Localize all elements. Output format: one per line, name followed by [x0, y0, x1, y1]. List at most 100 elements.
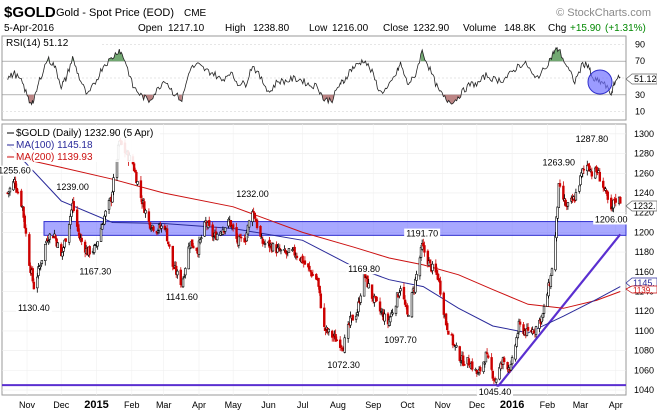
x-tick-label: Feb — [124, 400, 140, 410]
x-tick-label: Mar — [156, 400, 172, 410]
y-tick-label: 1080 — [634, 346, 654, 356]
candle-body — [406, 305, 409, 315]
candle-body — [259, 225, 262, 237]
candle-body — [476, 372, 480, 375]
candle-body — [231, 224, 235, 229]
candle-body — [423, 245, 426, 253]
candle-body — [487, 355, 490, 358]
ohlc-close: 1232.90 — [413, 23, 450, 34]
candle-body — [28, 234, 31, 266]
rsi-label-bg — [4, 37, 102, 48]
candle-body — [391, 312, 394, 315]
candle-body — [354, 315, 358, 320]
candle-body — [291, 249, 294, 251]
candle-body — [253, 212, 256, 219]
legend-bg — [4, 126, 160, 162]
rsi-overbought-fill — [549, 47, 563, 62]
candle-body — [8, 187, 12, 193]
candle-body — [562, 185, 565, 200]
candle-body — [442, 292, 446, 315]
annotation-bg — [404, 228, 441, 239]
candle-body — [542, 306, 546, 314]
candle-body — [609, 197, 613, 210]
y-tick-label: 1120 — [635, 306, 654, 316]
candle-body — [323, 307, 326, 327]
candle-body — [211, 224, 214, 238]
legend-ma200: MA(200) 1139.93 — [16, 152, 93, 163]
rsi-oversold-fill — [322, 94, 334, 103]
chg-label: Chg — [548, 23, 566, 34]
candle-body — [132, 163, 136, 172]
watermark: © StockCharts.com — [556, 7, 651, 19]
candle-body — [165, 228, 169, 242]
candle-body — [589, 169, 592, 172]
candle-body — [452, 344, 456, 346]
candle-body — [606, 191, 609, 200]
symbol-title: $GOLD — [4, 4, 56, 21]
candle-body — [359, 295, 362, 303]
candle-body — [418, 257, 422, 277]
rsi-panel: RSI(14) 51.12 9070503010 51.12 — [1, 35, 657, 121]
candle-body — [45, 240, 48, 244]
candle-body — [590, 171, 594, 177]
price-annotation: 1239.00 — [56, 182, 89, 192]
price-frame — [1, 123, 627, 396]
x-tick-label: Oct — [400, 400, 415, 410]
price-annotation: 1255.60 — [0, 166, 31, 176]
rsi-tick-label: 90 — [635, 39, 645, 49]
y-tick-label: 1200 — [634, 227, 654, 237]
candle-body — [399, 288, 402, 292]
price-annotation: 1097.70 — [384, 335, 417, 345]
candle-body — [78, 232, 81, 239]
x-tick-label: Nov — [435, 400, 452, 410]
candle-body — [367, 283, 370, 289]
candle-body — [327, 328, 331, 333]
candle-body — [251, 211, 254, 222]
price-legend: $GOLD (Daily) 1232.90 (5 Apr) MA(100) 11… — [4, 126, 160, 163]
price-annotation: 1232.00 — [236, 189, 269, 199]
candle-body — [479, 367, 482, 372]
candle-body — [156, 230, 160, 233]
candle-body — [455, 345, 458, 348]
annotation-bg — [54, 181, 91, 192]
candle-body — [115, 159, 119, 178]
candle-body — [61, 252, 64, 257]
candle-body — [598, 171, 602, 182]
candle-body — [32, 281, 36, 290]
candle-body — [80, 237, 83, 242]
x-tick-label: Jul — [297, 400, 309, 410]
rsi-tick-label: 10 — [635, 107, 645, 117]
candle-body — [200, 237, 203, 239]
legend-ma100: MA(100) 1145.18 — [16, 140, 93, 151]
price-annotation: 1130.40 — [18, 303, 50, 313]
candle-body — [471, 361, 474, 370]
candle-body — [139, 180, 143, 198]
candle-body — [111, 191, 114, 203]
x-tick-label: Aug — [330, 400, 346, 410]
candle-body — [181, 278, 185, 288]
header-date: 5-Apr-2016 — [4, 23, 54, 34]
candle-body — [526, 326, 530, 331]
candle-body — [357, 301, 360, 313]
candle-body — [566, 202, 570, 207]
candle-body — [619, 196, 622, 204]
price-annotation: 1141.60 — [166, 292, 198, 302]
candle-body — [415, 273, 418, 281]
candle-body — [549, 275, 553, 287]
candle-body — [534, 326, 538, 335]
trend-line — [494, 233, 622, 391]
ma200-tag-text: 1139. — [633, 286, 652, 295]
close-price-tag — [625, 200, 657, 212]
y-tick-label: 1220 — [634, 208, 654, 218]
candle-body — [515, 337, 518, 347]
rsi-oversold-fill — [27, 94, 34, 105]
price-annotation: 1072.30 — [327, 360, 360, 370]
annotation-bg — [0, 165, 33, 176]
annotation-bg — [346, 264, 383, 275]
price-annotation: 1191.70 — [406, 229, 438, 239]
candle-body — [268, 239, 271, 248]
exchange-label: CME — [184, 8, 207, 19]
candle-body — [182, 276, 186, 279]
candle-body — [88, 246, 91, 255]
